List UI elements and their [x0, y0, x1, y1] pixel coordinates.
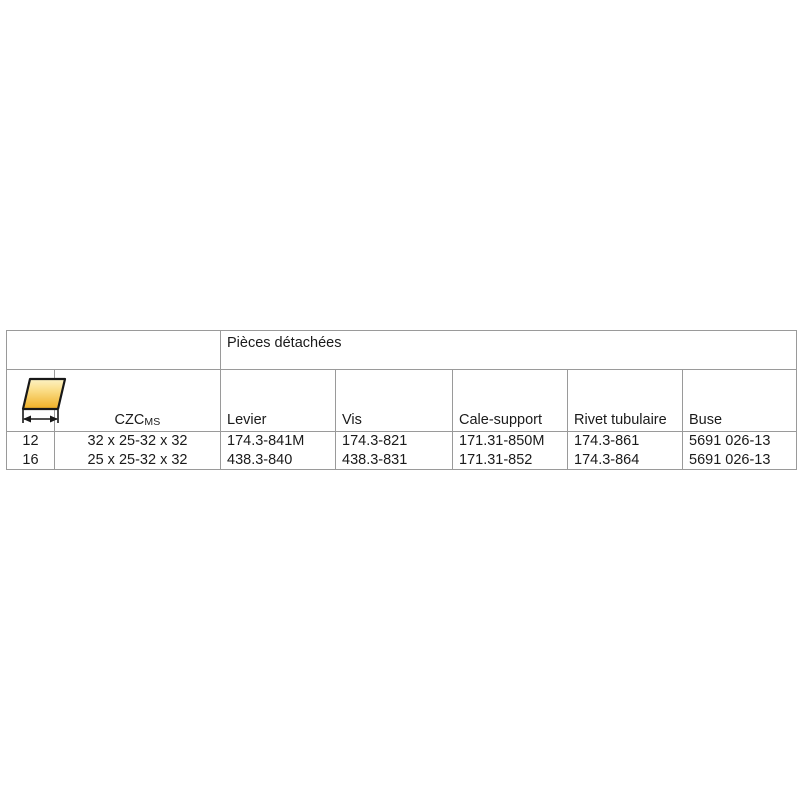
header-cell-vis: Vis — [336, 370, 453, 431]
header-cell-size — [7, 370, 67, 431]
spare-parts-table: Pièces détachées — [6, 330, 797, 470]
cell-rivet-tubulaire: 174.3-864 — [568, 451, 683, 470]
banner-blank-cell — [7, 331, 221, 369]
parallelogram-insert-icon — [15, 373, 71, 429]
header-designation-main: CZC — [114, 412, 145, 428]
table-header-row: CZCMS Levier Vis Cale-support Rivet tubu… — [7, 370, 796, 432]
table-row: 16 25 x 25-32 x 32 438.3-840 438.3-831 1… — [7, 451, 796, 470]
cell-size: 16 — [7, 451, 55, 470]
header-cell-designation: CZCMS — [55, 370, 221, 431]
table-banner-row: Pièces détachées — [7, 331, 796, 370]
cell-rivet-tubulaire: 174.3-861 — [568, 432, 683, 451]
cell-buse: 5691 026-13 — [689, 452, 771, 468]
cell-vis: 438.3-831 — [336, 451, 453, 470]
cell-levier: 438.3-840 — [221, 451, 336, 470]
cell-dimension: 32 x 25-32 x 32 — [55, 432, 221, 451]
banner-title-pieces-detachees: Pièces détachées — [227, 335, 342, 351]
header-cell-cale-support: Cale-support — [453, 370, 568, 431]
cell-cale-support: 171.31-850M — [453, 432, 568, 451]
header-cell-levier: Levier — [221, 370, 336, 431]
header-cell-rivet-tubulaire: Rivet tubulaire — [568, 370, 683, 431]
cell-vis: 174.3-821 — [336, 432, 453, 451]
table-row: 12 32 x 25-32 x 32 174.3-841M 174.3-821 … — [7, 432, 796, 451]
cell-dimension: 25 x 25-32 x 32 — [55, 451, 221, 470]
header-cell-buse: Buse — [683, 370, 796, 431]
header-label-rivet-tubulaire: Rivet tubulaire — [574, 412, 667, 428]
header-label-cale-support: Cale-support — [459, 412, 543, 428]
header-designation-subscript: MS — [144, 416, 161, 428]
cell-cale-support: 171.31-852 — [453, 451, 568, 470]
header-label-buse: Buse — [689, 412, 723, 428]
cell-levier: 174.3-841M — [221, 432, 336, 451]
header-label-vis: Vis — [342, 412, 362, 428]
cell-size: 12 — [7, 432, 55, 451]
header-label-levier: Levier — [227, 412, 267, 428]
header-label-designation: CZCMS — [55, 412, 220, 428]
cell-buse: 5691 026-13 — [689, 433, 771, 449]
